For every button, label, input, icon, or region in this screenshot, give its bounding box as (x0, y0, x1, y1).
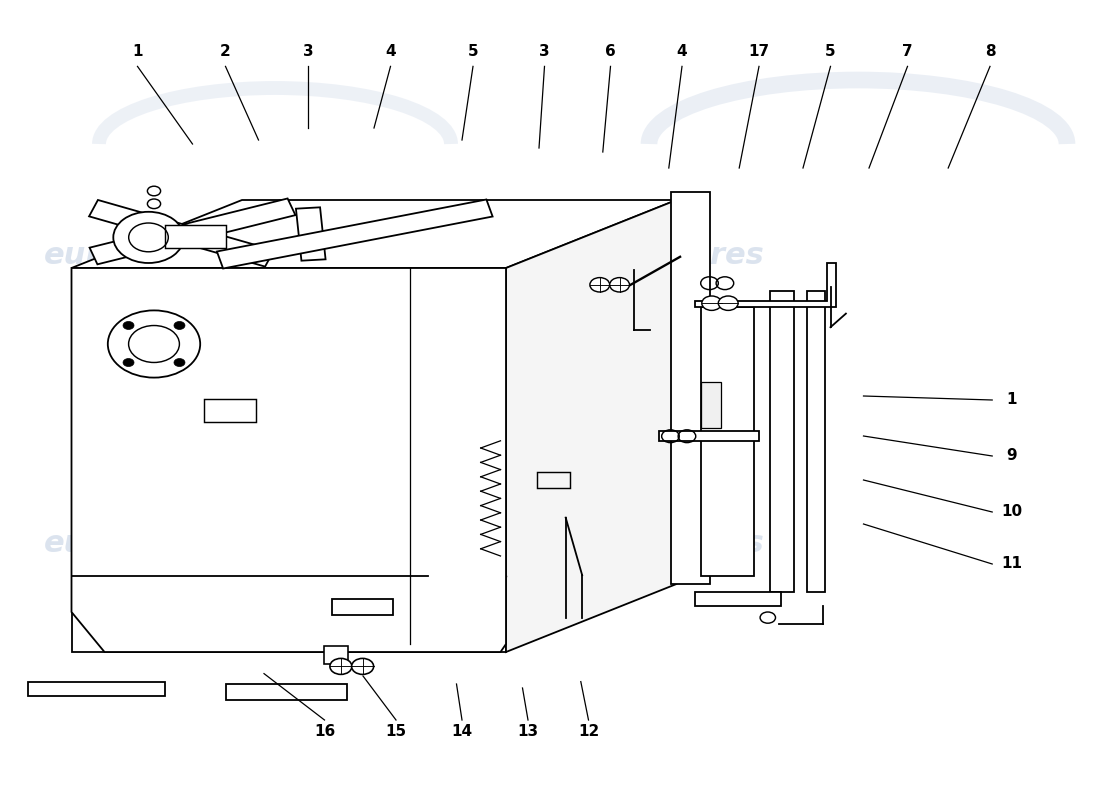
Polygon shape (807, 291, 825, 592)
Text: 10: 10 (1001, 505, 1023, 519)
Text: 16: 16 (314, 725, 336, 739)
Polygon shape (226, 684, 346, 700)
Bar (165, 226, 226, 248)
Bar (537, 472, 570, 488)
Text: 17: 17 (748, 45, 770, 59)
Bar (204, 399, 256, 422)
Polygon shape (671, 192, 710, 584)
Text: 5: 5 (825, 45, 836, 59)
Circle shape (702, 296, 722, 310)
Text: 13: 13 (517, 725, 539, 739)
Polygon shape (72, 200, 676, 268)
Polygon shape (660, 431, 759, 441)
Polygon shape (701, 382, 721, 428)
Text: 6: 6 (605, 45, 616, 59)
Text: eurospares: eurospares (572, 530, 764, 558)
Text: 1: 1 (132, 45, 143, 59)
Polygon shape (695, 592, 781, 606)
Circle shape (123, 358, 134, 366)
Text: 11: 11 (1001, 557, 1023, 571)
Text: eurospares: eurospares (44, 530, 236, 558)
Polygon shape (332, 598, 393, 614)
Text: 15: 15 (385, 725, 407, 739)
Circle shape (147, 186, 161, 196)
Circle shape (147, 199, 161, 209)
Polygon shape (28, 682, 165, 696)
Circle shape (123, 322, 134, 330)
Text: 5: 5 (468, 45, 478, 59)
Text: 3: 3 (539, 45, 550, 59)
Circle shape (718, 296, 738, 310)
Polygon shape (217, 199, 493, 269)
Text: eurospares: eurospares (572, 242, 764, 270)
Text: 8: 8 (984, 45, 996, 59)
Circle shape (609, 278, 629, 292)
Circle shape (352, 658, 374, 674)
Text: 3: 3 (302, 45, 313, 59)
Polygon shape (72, 268, 506, 652)
Text: 12: 12 (578, 725, 600, 739)
Text: 1: 1 (1006, 393, 1018, 407)
Circle shape (330, 658, 352, 674)
Circle shape (174, 358, 185, 366)
Text: 4: 4 (385, 45, 396, 59)
Polygon shape (89, 200, 274, 266)
Polygon shape (89, 198, 296, 264)
Polygon shape (701, 307, 754, 576)
Text: 14: 14 (451, 725, 473, 739)
Bar (323, 646, 348, 664)
Polygon shape (770, 291, 794, 592)
Circle shape (174, 322, 185, 330)
Text: 2: 2 (220, 45, 231, 59)
Circle shape (108, 310, 200, 378)
Text: eurospares: eurospares (44, 242, 236, 270)
Polygon shape (695, 263, 836, 307)
Circle shape (113, 212, 184, 263)
Text: 7: 7 (902, 45, 913, 59)
Polygon shape (506, 200, 676, 652)
Text: 4: 4 (676, 45, 688, 59)
Text: 9: 9 (1006, 449, 1018, 463)
Circle shape (760, 612, 775, 623)
Polygon shape (296, 207, 326, 261)
Polygon shape (72, 268, 506, 652)
Circle shape (590, 278, 609, 292)
